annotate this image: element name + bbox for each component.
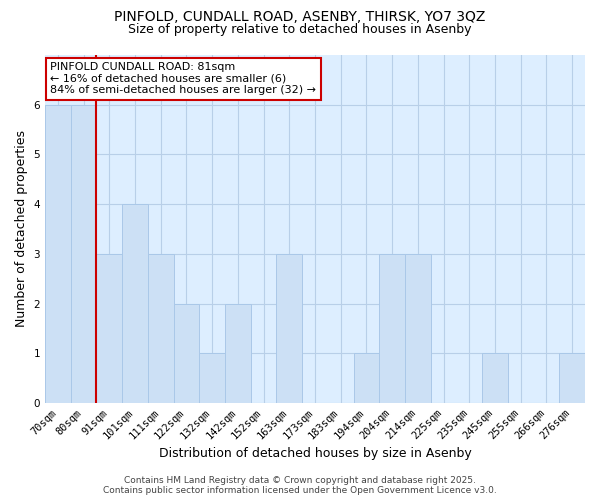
- Bar: [277, 254, 302, 403]
- Text: Contains HM Land Registry data © Crown copyright and database right 2025.
Contai: Contains HM Land Registry data © Crown c…: [103, 476, 497, 495]
- Bar: [199, 354, 225, 403]
- Bar: [71, 104, 97, 403]
- Bar: [379, 254, 405, 403]
- Bar: [97, 254, 122, 403]
- Bar: [225, 304, 251, 403]
- Bar: [405, 254, 431, 403]
- Bar: [559, 354, 585, 403]
- Text: Size of property relative to detached houses in Asenby: Size of property relative to detached ho…: [128, 22, 472, 36]
- Bar: [353, 354, 379, 403]
- Bar: [45, 104, 71, 403]
- Bar: [122, 204, 148, 403]
- Text: PINFOLD, CUNDALL ROAD, ASENBY, THIRSK, YO7 3QZ: PINFOLD, CUNDALL ROAD, ASENBY, THIRSK, Y…: [115, 10, 485, 24]
- Bar: [148, 254, 173, 403]
- Y-axis label: Number of detached properties: Number of detached properties: [15, 130, 28, 328]
- X-axis label: Distribution of detached houses by size in Asenby: Distribution of detached houses by size …: [158, 447, 472, 460]
- Text: PINFOLD CUNDALL ROAD: 81sqm
← 16% of detached houses are smaller (6)
84% of semi: PINFOLD CUNDALL ROAD: 81sqm ← 16% of det…: [50, 62, 316, 95]
- Bar: [482, 354, 508, 403]
- Bar: [173, 304, 199, 403]
